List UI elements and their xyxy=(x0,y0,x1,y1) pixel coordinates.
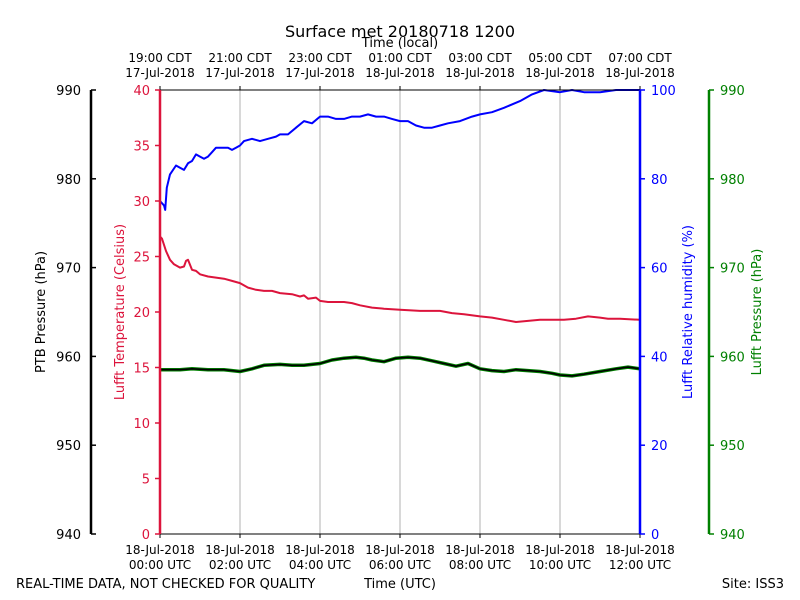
axis-tick-label: 0 xyxy=(142,528,150,543)
bottom-tick-date: 18-Jul-2018 xyxy=(125,543,195,557)
humidity-axis: 0 20 40 60 80 100 xyxy=(638,84,676,543)
bottom-tick-date: 18-Jul-2018 xyxy=(205,543,275,557)
bottom-tick-time: 06:00 UTC xyxy=(369,558,431,572)
bottom-tick-time: 04:00 UTC xyxy=(289,558,351,572)
quality-disclaimer: REAL-TIME DATA, NOT CHECKED FOR QUALITY xyxy=(16,577,315,592)
top-tick-date: 17-Jul-2018 xyxy=(125,66,195,80)
temperature-axis: 0 5 10 15 20 25 30 35 40 xyxy=(133,84,162,543)
top-tick-time: 19:00 CDT xyxy=(128,51,192,65)
top-tick-time: 21:00 CDT xyxy=(208,51,272,65)
bottom-tick-time: 00:00 UTC xyxy=(129,558,191,572)
axis-tick-label: 0 xyxy=(651,528,659,543)
axis-tick-label: 20 xyxy=(133,306,150,321)
axis-tick-label: 35 xyxy=(133,140,150,155)
axis-tick-label: 100 xyxy=(651,84,676,99)
bottom-tick-date: 18-Jul-2018 xyxy=(285,543,355,557)
axis-tick-label: 950 xyxy=(56,439,81,454)
lufft-pressure-axis-label: Lufft Pressure (hPa) xyxy=(750,249,765,376)
axis-tick-label: 25 xyxy=(133,251,150,266)
top-tick-date: 18-Jul-2018 xyxy=(365,66,435,80)
axis-tick-label: 5 xyxy=(142,473,150,488)
axis-tick-label: 10 xyxy=(133,417,150,432)
top-tick-time: 01:00 CDT xyxy=(368,51,432,65)
series-layer xyxy=(159,89,641,378)
bottom-tick-date: 18-Jul-2018 xyxy=(365,543,435,557)
axis-tick-label: 30 xyxy=(133,195,150,210)
axis-tick-label: 940 xyxy=(56,528,81,543)
chart-title: Surface met 20180718 1200 xyxy=(285,22,515,41)
axis-tick-label: 40 xyxy=(651,350,668,365)
bottom-tick-time: 10:00 UTC xyxy=(529,558,591,572)
top-tick-time: 03:00 CDT xyxy=(448,51,512,65)
bottom-tick-time: 08:00 UTC xyxy=(449,558,511,572)
axis-tick-label: 80 xyxy=(651,173,668,188)
axis-tick-label: 40 xyxy=(133,84,150,99)
axis-tick-label: 980 xyxy=(720,173,745,188)
top-tick-time: 23:00 CDT xyxy=(288,51,352,65)
axis-tick-label: 990 xyxy=(720,84,745,99)
top-tick-date: 17-Jul-2018 xyxy=(205,66,275,80)
top-axis-label: Time (local) xyxy=(361,36,438,51)
axis-tick-label: 950 xyxy=(720,439,745,454)
axis-tick-label: 60 xyxy=(651,262,668,277)
temperature-axis-label: Lufft Temperature (Celsius) xyxy=(113,224,128,400)
lufft-pressure-axis: 940 950 960 970 980 990 xyxy=(707,84,745,543)
ptb-pressure-axis: 940 950 960 970 980 990 xyxy=(56,84,96,543)
top-tick-date: 18-Jul-2018 xyxy=(525,66,595,80)
series-rh-line xyxy=(159,89,640,211)
top-tick-time: 07:00 CDT xyxy=(608,51,672,65)
top-tick-time: 05:00 CDT xyxy=(528,51,592,65)
axis-tick-label: 970 xyxy=(720,262,745,277)
top-tick-date: 18-Jul-2018 xyxy=(605,66,675,80)
bottom-tick-date: 18-Jul-2018 xyxy=(445,543,515,557)
axis-tick-label: 990 xyxy=(56,84,81,99)
axis-tick-label: 20 xyxy=(651,439,668,454)
axis-tick-label: 970 xyxy=(56,262,81,277)
bottom-tick-time: 02:00 UTC xyxy=(209,558,271,572)
vertical-gridlines xyxy=(239,90,561,534)
axis-tick-label: 960 xyxy=(56,350,81,365)
bottom-tick-date: 18-Jul-2018 xyxy=(605,543,675,557)
axis-tick-label: 980 xyxy=(56,173,81,188)
axis-tick-label: 940 xyxy=(720,528,745,543)
top-tick-date: 17-Jul-2018 xyxy=(285,66,355,80)
axis-tick-label: 960 xyxy=(720,350,745,365)
site-label: Site: ISS3 xyxy=(722,577,784,592)
humidity-axis-label: Lufft Relative humidity (%) xyxy=(681,225,696,399)
top-tick-date: 18-Jul-2018 xyxy=(445,66,515,80)
bottom-axis-label: Time (UTC) xyxy=(363,577,436,592)
axis-tick-label: 15 xyxy=(133,362,150,377)
series-temp-line xyxy=(159,235,641,323)
bottom-tick-time: 12:00 UTC xyxy=(609,558,671,572)
bottom-tick-date: 18-Jul-2018 xyxy=(525,543,595,557)
ptb-pressure-axis-label: PTB Pressure (hPa) xyxy=(34,251,49,373)
series-ptb-line xyxy=(160,356,641,377)
